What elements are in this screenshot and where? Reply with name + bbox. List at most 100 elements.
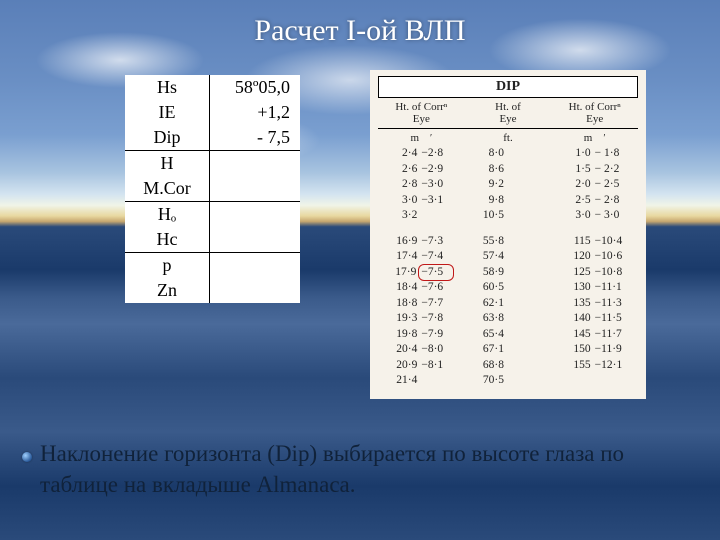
dip-row: 3·0−3·1 xyxy=(378,193,465,209)
dip-block-1: 2·4−2·82·6−2·92·8−3·03·0−3·13·28·08·69·2… xyxy=(378,146,638,224)
calc-row: p xyxy=(125,253,300,279)
dip-height: 1·5 xyxy=(565,162,591,178)
dip-header: Ht. of CorrⁿEyeHt. of EyeHt. of CorrⁿEye xyxy=(378,102,638,129)
dip-column: 2·4−2·82·6−2·92·8−3·03·0−3·13·2 xyxy=(378,146,465,224)
dip-row: 3·0− 3·0 xyxy=(551,208,638,224)
dip-corr: −11·3 xyxy=(595,296,625,312)
dip-row: 67·1 xyxy=(465,342,552,358)
dip-column: 55·857·458·960·562·163·865·467·168·870·5 xyxy=(465,234,552,389)
dip-corr: − 2·5 xyxy=(595,177,625,193)
dip-height: 9·8 xyxy=(478,193,504,209)
dip-row: 2·0− 2·5 xyxy=(551,177,638,193)
dip-corr: −8·1 xyxy=(421,358,451,374)
dip-row: 63·8 xyxy=(465,311,552,327)
calc-value: - 7,5 xyxy=(210,125,301,151)
calc-value xyxy=(210,151,301,177)
dip-row: 3·2 xyxy=(378,208,465,224)
dip-corr: −11·9 xyxy=(595,342,625,358)
dip-row: 58·9 xyxy=(465,265,552,281)
dip-height: 19·8 xyxy=(391,327,417,343)
calc-label: Dip xyxy=(125,125,210,151)
dip-row: 65·4 xyxy=(465,327,552,343)
dip-row: 20·9−8·1 xyxy=(378,358,465,374)
calc-label: Hs xyxy=(125,75,210,100)
dip-row: 19·8−7·9 xyxy=(378,327,465,343)
dip-height: 130 xyxy=(565,280,591,296)
calc-table: Hs58º05,0IE+1,2Dip- 7,5HM.CorHₒHcpZn xyxy=(125,75,300,303)
dip-row: 1·5− 2·2 xyxy=(551,162,638,178)
calc-row: M.Cor xyxy=(125,176,300,202)
dip-corr: −3·1 xyxy=(421,193,451,209)
dip-column: 16·9−7·317·4−7·417·9−7·518·4−7·618·8−7·7… xyxy=(378,234,465,389)
calc-value xyxy=(210,202,301,228)
dip-corr: −7·9 xyxy=(421,327,451,343)
dip-height: 140 xyxy=(565,311,591,327)
dip-height: 17·4 xyxy=(391,249,417,265)
dip-row: 120−10·6 xyxy=(551,249,638,265)
dip-row: 18·8−7·7 xyxy=(378,296,465,312)
dip-corr: − 1·8 xyxy=(595,146,625,162)
dip-row: 20·4−8·0 xyxy=(378,342,465,358)
calc-label: Zn xyxy=(125,278,210,303)
calc-label: p xyxy=(125,253,210,279)
bullet-text: Наклонение горизонта (Dip) выбирается по… xyxy=(40,438,680,500)
dip-height: 120 xyxy=(565,249,591,265)
dip-corr: −7·3 xyxy=(421,234,451,250)
dip-height: 9·2 xyxy=(478,177,504,193)
dip-column: 1·0− 1·81·5− 2·22·0− 2·52·5− 2·83·0− 3·0 xyxy=(551,146,638,224)
dip-corr: −3·0 xyxy=(421,177,451,193)
dip-row: 135−11·3 xyxy=(551,296,638,312)
dip-row: 19·3−7·8 xyxy=(378,311,465,327)
dip-card: DIP Ht. of CorrⁿEyeHt. of EyeHt. of Corr… xyxy=(370,70,646,399)
calc-label: Hc xyxy=(125,227,210,253)
calc-row: IE+1,2 xyxy=(125,100,300,125)
dip-height: 17·9 xyxy=(390,265,416,281)
dip-row: 145−11·7 xyxy=(551,327,638,343)
calc-label: Hₒ xyxy=(125,202,210,228)
dip-row: 57·4 xyxy=(465,249,552,265)
calc-label: IE xyxy=(125,100,210,125)
dip-height: 2·0 xyxy=(565,177,591,193)
dip-corr: −8·0 xyxy=(421,342,451,358)
dip-height: 10·5 xyxy=(478,208,504,224)
dip-corr: −2·8 xyxy=(421,146,451,162)
dip-height: 19·3 xyxy=(391,311,417,327)
dip-corr: −7·5 xyxy=(418,264,454,282)
calc-value xyxy=(210,278,301,303)
dip-height: 70·5 xyxy=(478,373,504,389)
dip-corr: −7·4 xyxy=(421,249,451,265)
dip-corr: −7·6 xyxy=(421,280,451,296)
dip-height: 2·4 xyxy=(391,146,417,162)
dip-head-cell: Ht. of CorrⁿEye xyxy=(551,102,638,125)
dip-height: 58·9 xyxy=(478,265,504,281)
dip-corr: −7·8 xyxy=(421,311,451,327)
dip-row: 2·6−2·9 xyxy=(378,162,465,178)
dip-row: 21·4 xyxy=(378,373,465,389)
dip-row: 130−11·1 xyxy=(551,280,638,296)
calc-row: H xyxy=(125,151,300,177)
dip-corr: −10·4 xyxy=(595,234,625,250)
dip-height: 2·6 xyxy=(391,162,417,178)
dip-height: 21·4 xyxy=(391,373,417,389)
dip-height: 55·8 xyxy=(478,234,504,250)
dip-height: 125 xyxy=(565,265,591,281)
dip-row: 70·5 xyxy=(465,373,552,389)
dip-row: 18·4−7·6 xyxy=(378,280,465,296)
dip-height: 20·4 xyxy=(391,342,417,358)
bullet-icon xyxy=(22,452,32,462)
dip-height: 18·4 xyxy=(391,280,417,296)
dip-unit: ft. xyxy=(465,132,552,144)
dip-height: 18·8 xyxy=(391,296,417,312)
dip-units: m ′ft.m ′ xyxy=(378,132,638,144)
dip-column: 115−10·4120−10·6125−10·8130−11·1135−11·3… xyxy=(551,234,638,389)
dip-row: 150−11·9 xyxy=(551,342,638,358)
calc-row: Dip- 7,5 xyxy=(125,125,300,151)
slide: Расчет I-ой ВЛП Hs58º05,0IE+1,2Dip- 7,5H… xyxy=(0,0,720,540)
calc-value: 58º05,0 xyxy=(210,75,301,100)
dip-row: 155−12·1 xyxy=(551,358,638,374)
calc-value xyxy=(210,253,301,279)
dip-height: 8·6 xyxy=(478,162,504,178)
dip-corr: −11·1 xyxy=(595,280,625,296)
dip-column: 8·08·69·29·810·5 xyxy=(465,146,552,224)
dip-row: 55·8 xyxy=(465,234,552,250)
